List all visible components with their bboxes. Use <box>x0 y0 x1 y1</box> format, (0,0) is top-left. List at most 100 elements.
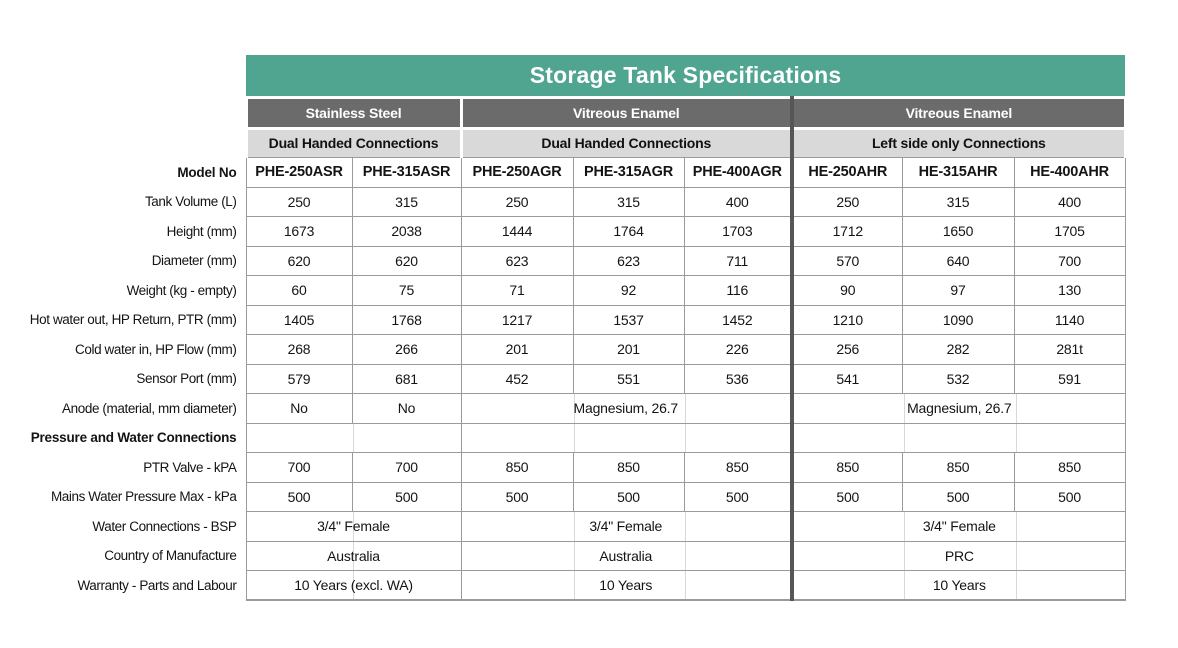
spec-cell: 579 <box>245 363 353 394</box>
anode-cell: No <box>245 393 353 424</box>
row-label: Sensor Port (mm) <box>136 371 237 387</box>
label-spacer <box>0 97 246 128</box>
spec-cell: 623 <box>572 245 685 276</box>
spec-cell: 850 <box>1013 452 1126 483</box>
row-label: Cold water in, HP Flow (mm) <box>75 341 237 357</box>
section-label: Pressure and Water Connections <box>30 430 237 446</box>
spec-cell: 282 <box>901 334 1015 365</box>
spec-cell: 60 <box>245 275 353 306</box>
row-label: Water Connections - BSP <box>92 518 237 534</box>
spec-cell: 400 <box>1013 186 1126 217</box>
spec-cell: 266 <box>351 334 462 365</box>
merged-cell: Australia <box>460 540 793 571</box>
spec-cell: 620 <box>351 245 462 276</box>
model-cell: HE-250AHR <box>790 156 903 188</box>
merged-row: Warranty - Parts and Labour 10 Years (ex… <box>0 570 1126 601</box>
spec-cell: 315 <box>901 186 1015 217</box>
table-row: Hot water out, HP Return, PTR (mm) 1405 … <box>0 304 1126 335</box>
model-cell: PHE-250ASR <box>245 156 353 188</box>
merged-cell: 10 Years <box>789 570 1126 601</box>
spec-cell: 250 <box>460 186 574 217</box>
merged-cell: Australia <box>245 540 462 571</box>
connections-header-dual-1: Dual Handed Connections <box>244 126 463 158</box>
empty-cell <box>789 422 1126 453</box>
row-label: Warranty - Parts and Labour <box>77 577 237 593</box>
table-title: Storage Tank Specifications <box>246 55 1126 97</box>
spec-cell: 570 <box>790 245 903 276</box>
spec-cell: 541 <box>790 363 903 394</box>
table-row: Diameter (mm) 620 620 623 623 711 570 64… <box>0 245 1126 276</box>
title-row: Storage Tank Specifications <box>0 55 1126 97</box>
section-row: Pressure and Water Connections <box>0 422 1126 453</box>
spec-cell: 1768 <box>351 304 462 335</box>
spec-cell: 850 <box>460 452 574 483</box>
spec-cell: 1444 <box>460 216 574 247</box>
spec-cell: 500 <box>245 481 353 512</box>
spec-cell: 711 <box>683 245 793 276</box>
spec-cell: 201 <box>460 334 574 365</box>
connections-header-row: Dual Handed Connections Dual Handed Conn… <box>0 126 1127 158</box>
spec-cell: 315 <box>351 186 462 217</box>
spec-cell: 700 <box>245 452 353 483</box>
spec-cell: 2038 <box>351 216 462 247</box>
anode-merged-cell: Magnesium, 26.7 <box>789 393 1126 424</box>
spec-cell: 1537 <box>572 304 685 335</box>
spec-cell: 268 <box>245 334 353 365</box>
spec-cell: 226 <box>683 334 793 365</box>
spec-cell: 315 <box>572 186 685 217</box>
table-row: Mains Water Pressure Max - kPa 500 500 5… <box>0 481 1126 512</box>
spec-cell: 500 <box>683 481 793 512</box>
row-label: Hot water out, HP Return, PTR (mm) <box>29 312 237 328</box>
spec-cell: 90 <box>790 275 903 306</box>
spec-cell: 500 <box>790 481 903 512</box>
table-row: Weight (kg - empty) 60 75 71 92 116 90 9… <box>0 275 1126 306</box>
row-label: Mains Water Pressure Max - kPa <box>50 489 237 505</box>
spec-cell: 532 <box>901 363 1015 394</box>
spec-cell: 116 <box>683 275 793 306</box>
row-label: Anode (material, mm diameter) <box>62 400 237 416</box>
spec-cell: 452 <box>460 363 574 394</box>
spec-cell: 1764 <box>572 216 685 247</box>
row-label: Diameter (mm) <box>151 253 237 269</box>
connections-header-left-side: Left side only Connections <box>789 126 1127 158</box>
empty-cell <box>460 422 793 453</box>
model-cell: HE-315AHR <box>901 156 1015 188</box>
model-cell: PHE-315AGR <box>572 156 685 188</box>
spec-cell: 1210 <box>790 304 903 335</box>
spec-cell: 640 <box>901 245 1015 276</box>
spec-cell: 1140 <box>1013 304 1126 335</box>
spec-cell: 500 <box>572 481 685 512</box>
spec-cell: 1703 <box>683 216 793 247</box>
empty-cell <box>245 422 462 453</box>
label-spacer <box>0 55 246 97</box>
spec-cell: 850 <box>790 452 903 483</box>
merged-cell: 3/4" Female <box>789 511 1126 542</box>
spec-cell: 1452 <box>683 304 793 335</box>
spec-cell: 1705 <box>1013 216 1126 247</box>
spec-cell: 75 <box>351 275 462 306</box>
anode-merged-cell: Magnesium, 26.7 <box>460 393 793 424</box>
spec-cell: 500 <box>351 481 462 512</box>
material-header-vitreous-enamel: Vitreous Enamel <box>459 95 794 130</box>
table-row: Tank Volume (L) 250 315 250 315 400 250 … <box>0 186 1126 217</box>
spec-cell: 130 <box>1013 275 1126 306</box>
row-label-model-no: Model No <box>177 164 237 180</box>
spec-cell: 1673 <box>245 216 353 247</box>
model-cell: PHE-400AGR <box>683 156 793 188</box>
spec-cell: 256 <box>790 334 903 365</box>
spec-cell: 500 <box>460 481 574 512</box>
table-row: Cold water in, HP Flow (mm) 268 266 201 … <box>0 334 1126 365</box>
row-label: Weight (kg - empty) <box>126 282 237 298</box>
merged-cell: PRC <box>789 540 1126 571</box>
spec-cell: 97 <box>901 275 1015 306</box>
material-header-vitreous-enamel-2: Vitreous Enamel <box>789 95 1127 130</box>
spec-cell: 551 <box>572 363 685 394</box>
merged-cell: 10 Years <box>460 570 793 601</box>
table-row: Height (mm) 1673 2038 1444 1764 1703 171… <box>0 216 1126 247</box>
spec-cell: 1712 <box>790 216 903 247</box>
storage-tank-spec-table: Storage Tank Specifications Stainless St… <box>0 55 1127 601</box>
table-row: PTR Valve - kPA 700 700 850 850 850 850 … <box>0 452 1126 483</box>
spec-cell: 623 <box>460 245 574 276</box>
spec-cell: 1405 <box>245 304 353 335</box>
